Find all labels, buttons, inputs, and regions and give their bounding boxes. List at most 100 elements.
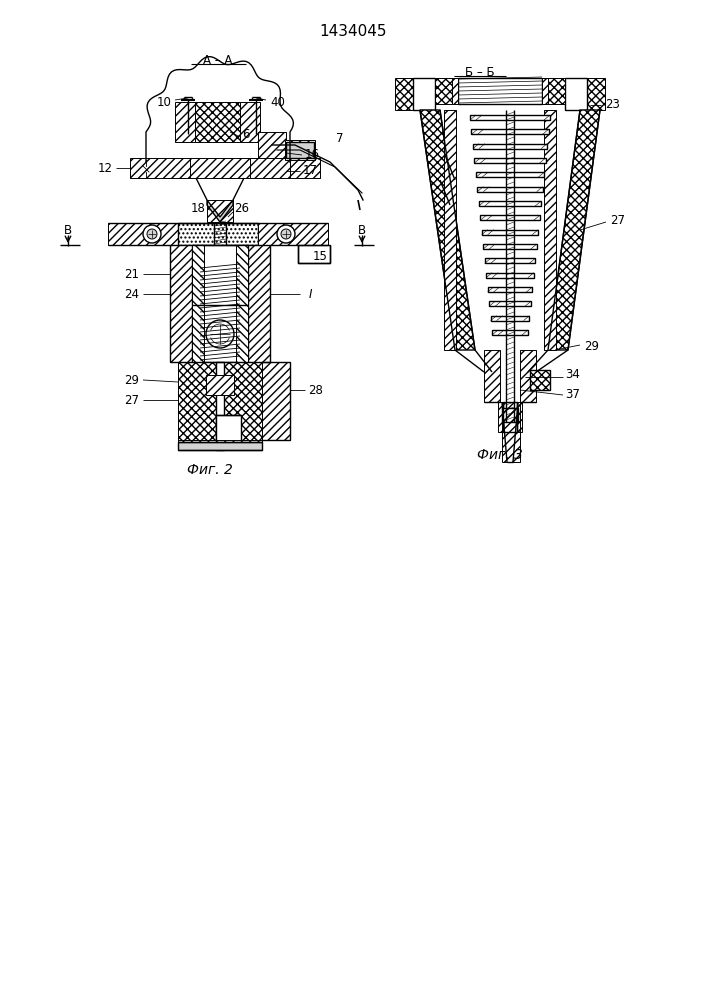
- Text: 17: 17: [303, 164, 317, 178]
- Bar: [477, 187, 543, 192]
- Text: А – А: А – А: [204, 53, 233, 66]
- Bar: [192, 245, 248, 362]
- Text: 29: 29: [124, 373, 139, 386]
- Circle shape: [206, 320, 234, 348]
- Bar: [395, 78, 435, 110]
- Bar: [170, 245, 192, 362]
- Bar: [542, 78, 548, 104]
- Bar: [290, 158, 320, 178]
- Bar: [108, 223, 178, 245]
- Text: 7: 7: [337, 131, 344, 144]
- Circle shape: [277, 225, 295, 243]
- Text: 27: 27: [124, 393, 139, 406]
- Bar: [491, 316, 530, 321]
- Polygon shape: [420, 110, 475, 350]
- Bar: [488, 287, 532, 292]
- Bar: [530, 370, 550, 390]
- Bar: [258, 132, 286, 160]
- Bar: [178, 440, 262, 450]
- Bar: [498, 402, 522, 432]
- Bar: [502, 402, 520, 462]
- Bar: [444, 110, 456, 350]
- Bar: [286, 142, 314, 158]
- Bar: [248, 245, 270, 362]
- Bar: [130, 158, 190, 178]
- Bar: [190, 158, 250, 178]
- Bar: [479, 201, 541, 206]
- Text: В: В: [358, 224, 366, 236]
- Bar: [258, 160, 286, 173]
- Circle shape: [147, 229, 157, 239]
- Bar: [240, 102, 260, 142]
- Text: I: I: [308, 288, 312, 300]
- Bar: [502, 408, 518, 422]
- Bar: [544, 110, 556, 350]
- Bar: [262, 362, 290, 440]
- Bar: [258, 223, 328, 245]
- Circle shape: [281, 229, 291, 239]
- Text: 28: 28: [308, 383, 323, 396]
- Bar: [484, 350, 500, 402]
- Bar: [178, 223, 258, 245]
- Bar: [250, 158, 290, 178]
- Bar: [452, 78, 458, 104]
- Text: 23: 23: [606, 99, 621, 111]
- Text: 1434045: 1434045: [320, 24, 387, 39]
- Text: 10: 10: [156, 97, 171, 109]
- Bar: [224, 362, 262, 450]
- Bar: [285, 140, 315, 160]
- Bar: [195, 102, 240, 142]
- Text: 40: 40: [271, 97, 286, 109]
- Bar: [470, 115, 550, 120]
- Bar: [486, 273, 534, 278]
- Text: 34: 34: [566, 368, 580, 381]
- Circle shape: [143, 225, 161, 243]
- Bar: [413, 78, 435, 110]
- Bar: [483, 244, 537, 249]
- Bar: [178, 362, 216, 450]
- Bar: [503, 402, 517, 432]
- Bar: [192, 245, 204, 362]
- Bar: [485, 258, 535, 263]
- Bar: [481, 230, 538, 235]
- Polygon shape: [548, 110, 600, 350]
- Bar: [178, 442, 262, 450]
- Text: 37: 37: [566, 388, 580, 401]
- Text: 27: 27: [611, 214, 626, 227]
- Text: 16: 16: [305, 148, 320, 161]
- Bar: [298, 245, 330, 263]
- Bar: [236, 245, 248, 362]
- Bar: [530, 370, 550, 390]
- Bar: [489, 301, 531, 306]
- Bar: [565, 78, 605, 110]
- Text: 26: 26: [235, 202, 250, 216]
- Bar: [435, 78, 565, 104]
- Bar: [216, 415, 241, 445]
- Bar: [175, 102, 195, 142]
- Bar: [520, 350, 536, 402]
- Bar: [502, 408, 518, 422]
- Bar: [480, 215, 539, 220]
- Bar: [458, 78, 542, 104]
- Bar: [207, 200, 233, 222]
- Bar: [473, 144, 547, 149]
- Bar: [216, 362, 224, 450]
- Polygon shape: [207, 200, 233, 222]
- Text: Б – Б: Б – Б: [465, 66, 495, 79]
- Bar: [472, 129, 549, 134]
- Bar: [206, 375, 234, 395]
- Text: 24: 24: [124, 288, 139, 300]
- Bar: [474, 158, 546, 163]
- Text: 12: 12: [98, 161, 112, 174]
- Text: В: В: [64, 224, 72, 236]
- Bar: [565, 78, 587, 110]
- Text: 21: 21: [124, 267, 139, 280]
- Bar: [476, 172, 544, 177]
- Text: Фиг. 3: Фиг. 3: [477, 448, 523, 462]
- Text: 6: 6: [243, 128, 250, 141]
- Text: 15: 15: [312, 250, 327, 263]
- Text: 18: 18: [191, 202, 206, 216]
- Bar: [492, 330, 528, 335]
- Text: Фиг. 2: Фиг. 2: [187, 463, 233, 477]
- Bar: [178, 223, 258, 245]
